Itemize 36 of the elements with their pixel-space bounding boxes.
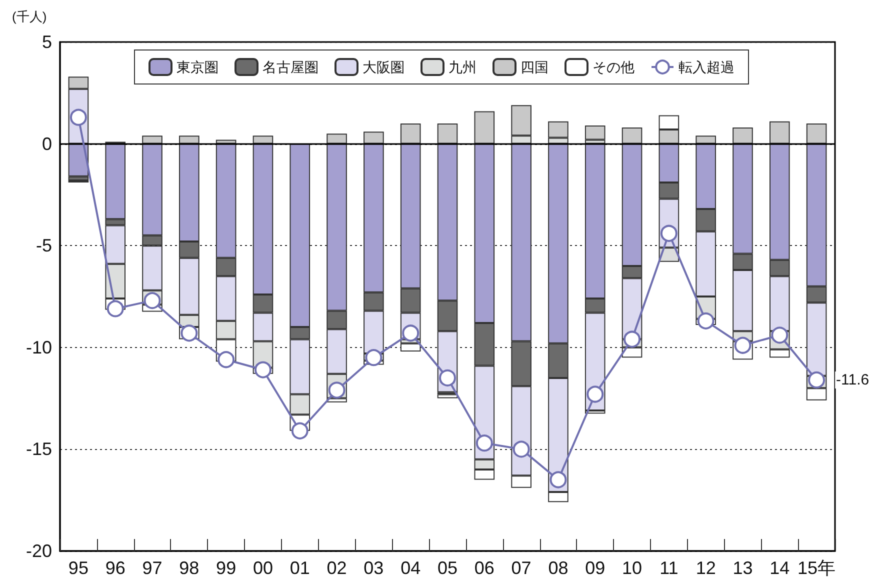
x-tick-label: 99	[216, 558, 236, 578]
legend-label: 名古屋圏	[262, 59, 318, 75]
x-tick-label: 10	[622, 558, 642, 578]
x-tick-label: 95	[68, 558, 88, 578]
x-tick-label: 98	[179, 558, 200, 578]
y-axis-title: (千人)	[12, 9, 47, 24]
x-tick-label: 01	[290, 558, 310, 578]
x-tick-label: 05	[437, 558, 458, 578]
x-tick-label: 13	[732, 558, 753, 578]
x-tick-label: 97	[142, 558, 162, 578]
y-tick-label: 5	[42, 32, 52, 52]
legend-label: 九州	[448, 59, 476, 75]
y-tick-label: 0	[42, 134, 52, 154]
y-tick-label: -15	[26, 439, 52, 460]
y-tick-label: -20	[26, 541, 52, 561]
legend-label: その他	[592, 59, 634, 75]
x-tick-label: 09	[585, 558, 606, 578]
legend-label: 四国	[520, 59, 548, 75]
legend-label: 大阪圏	[362, 59, 404, 75]
y-tick-label: -5	[36, 236, 52, 256]
x-tick-label: 03	[364, 558, 384, 578]
x-tick-label: 07	[511, 558, 532, 578]
x-tick-label: 14	[770, 558, 790, 578]
legend-label: 転入超過	[678, 59, 734, 75]
x-tick-label: 00	[252, 558, 273, 578]
x-tick-label: 06	[474, 558, 494, 578]
x-tick-label: 04	[400, 558, 421, 578]
x-tick-label: 15年	[798, 558, 836, 578]
data-label: -11.6	[836, 371, 870, 388]
x-tick-label: 96	[105, 558, 126, 578]
x-tick-label: 12	[696, 558, 716, 578]
x-tick-label: 11	[660, 558, 678, 578]
y-tick-label: -10	[26, 337, 52, 358]
x-tick-label: 08	[548, 558, 568, 578]
legend-label: 東京圏	[176, 59, 218, 75]
x-tick-label: 02	[326, 558, 347, 578]
